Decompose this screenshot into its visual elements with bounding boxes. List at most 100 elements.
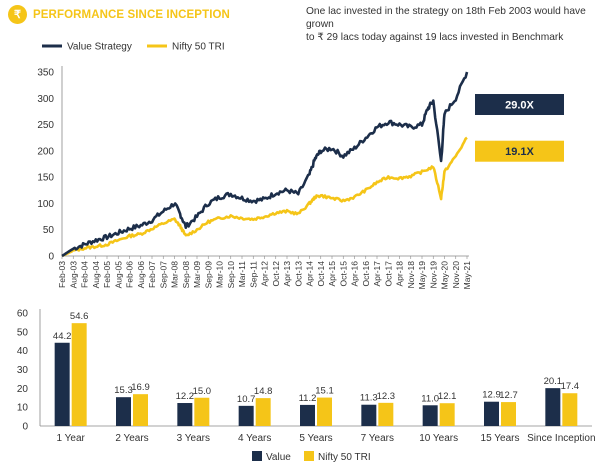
line-y-tick-label: 50 bbox=[43, 225, 55, 236]
line-x-tick-label: Sep-10 bbox=[226, 261, 236, 289]
bar-category-label: 15 Years bbox=[481, 433, 520, 444]
value-strategy-badge bbox=[475, 94, 564, 115]
line-x-tick-label: May-20 bbox=[440, 261, 450, 290]
legend-label-nifty: Nifty 50 TRI bbox=[318, 452, 371, 463]
line-x-tick-label: Apr-14 bbox=[305, 261, 315, 287]
bar-nifty bbox=[378, 402, 394, 426]
bar-nifty bbox=[194, 397, 210, 426]
line-x-tick-label: Apr-17 bbox=[372, 261, 382, 287]
bar-data-label: 12.7 bbox=[499, 390, 518, 401]
bar-value bbox=[300, 404, 315, 426]
bar-data-label: 20.1 bbox=[544, 376, 563, 387]
line-y-tick-label: 300 bbox=[37, 94, 54, 105]
bar-data-label: 17.4 bbox=[561, 381, 580, 392]
line-x-tick-label: Oct-17 bbox=[383, 261, 393, 287]
line-x-tick-label: Oct-16 bbox=[361, 261, 371, 287]
bar-value bbox=[54, 342, 70, 426]
bar-data-label: 12.2 bbox=[176, 391, 195, 402]
line-x-tick-label: Aug-04 bbox=[91, 261, 101, 289]
legend-label-nifty-50-tri: Nifty 50 TRI bbox=[172, 42, 225, 53]
series-line-nifty-50-tri bbox=[61, 136, 468, 258]
bar-data-label: 11.3 bbox=[360, 393, 378, 404]
bar-data-label: 15.3 bbox=[114, 385, 133, 396]
series-line-value-strategy bbox=[61, 71, 469, 258]
bar-nifty bbox=[133, 394, 148, 426]
line-y-tick-label: 150 bbox=[37, 173, 54, 184]
line-y-tick-label: 350 bbox=[37, 68, 54, 79]
line-x-tick-label: Apr-16 bbox=[350, 261, 360, 287]
bar-value bbox=[361, 404, 377, 426]
bar-value bbox=[545, 388, 561, 426]
value-strategy-badge-label: 29.0X bbox=[505, 100, 534, 112]
bar-category-label: 7 Years bbox=[361, 433, 394, 444]
bar-value bbox=[422, 405, 438, 426]
bar-value bbox=[238, 405, 254, 426]
bar-value bbox=[116, 397, 131, 426]
line-x-tick-label: Oct-12 bbox=[271, 261, 281, 287]
line-x-tick-label: Aug-06 bbox=[136, 261, 146, 289]
bar-data-label: 15.0 bbox=[193, 386, 212, 397]
bar-y-tick-label: 50 bbox=[17, 327, 29, 338]
line-x-tick-label: Feb-06 bbox=[125, 261, 135, 288]
line-x-tick-label: May-19 bbox=[417, 261, 427, 290]
bar-data-label: 44.2 bbox=[53, 331, 72, 342]
line-x-tick-label: Aug-03 bbox=[68, 261, 78, 289]
line-x-tick-label: Feb-05 bbox=[102, 261, 112, 288]
line-x-tick-label: Feb-04 bbox=[80, 261, 90, 288]
bar-data-label: 11.0 bbox=[421, 393, 439, 404]
line-x-tick-label: Oct-13 bbox=[293, 261, 303, 287]
bar-category-label: 1 Year bbox=[56, 433, 85, 444]
bar-y-tick-label: 10 bbox=[17, 403, 29, 414]
bar-data-label: 54.6 bbox=[70, 311, 89, 322]
bar-nifty bbox=[71, 323, 87, 426]
line-x-tick-label: Nov-19 bbox=[428, 261, 438, 289]
line-x-tick-label: Oct-14 bbox=[316, 261, 326, 287]
line-x-tick-label: Apr-12 bbox=[260, 261, 270, 287]
bar-value bbox=[177, 403, 193, 426]
line-x-tick-label: Sep-07 bbox=[158, 261, 168, 289]
bar-category-label: Since Inception bbox=[527, 433, 595, 444]
bar-y-tick-label: 40 bbox=[17, 346, 29, 357]
line-x-tick-label: Mar-10 bbox=[215, 261, 225, 288]
page-title: PERFORMANCE SINCE INCEPTION bbox=[33, 9, 230, 21]
bar-y-tick-label: 60 bbox=[17, 309, 29, 320]
bar-chart: 0 10 20 30 40 50 60 44.2 54.6 1 Year 15.316.9 2 Yea… bbox=[17, 309, 596, 464]
bar-y-tick-label: 0 bbox=[22, 422, 28, 433]
line-x-tick-label: Feb-03 bbox=[57, 261, 67, 288]
line-y-tick-label: 100 bbox=[37, 199, 54, 210]
bar-category-label: 5 Years bbox=[299, 433, 332, 444]
line-y-tick-label: 250 bbox=[37, 120, 54, 131]
bar-category-label: 10 Years bbox=[419, 433, 458, 444]
bar-data-label: 12.9 bbox=[482, 390, 501, 401]
line-x-tick-label: Nov-18 bbox=[406, 261, 416, 289]
bar-data-label: 15.1 bbox=[315, 386, 334, 397]
bar-data-label: 12.1 bbox=[438, 391, 457, 402]
bar-nifty bbox=[255, 398, 271, 426]
bar-data-label: 11.2 bbox=[299, 393, 317, 404]
line-x-tick-label: Feb-07 bbox=[147, 261, 157, 288]
nifty-badge-label: 19.1X bbox=[505, 146, 534, 158]
line-y-tick-label: 200 bbox=[37, 146, 54, 157]
line-x-tick-label: Nov-20 bbox=[451, 261, 461, 289]
line-x-tick-label: Sep-08 bbox=[181, 261, 191, 289]
legend-swatch-value bbox=[252, 451, 262, 461]
line-x-tick-label: Mar-08 bbox=[170, 261, 180, 288]
line-x-tick-label: Apr-18 bbox=[395, 261, 405, 287]
bar-data-label: 10.7 bbox=[237, 394, 256, 405]
bar-nifty bbox=[317, 397, 332, 426]
line-x-tick-label: Sep-09 bbox=[203, 261, 213, 289]
bar-value bbox=[484, 401, 499, 426]
rupee-coin-icon: ₹ bbox=[8, 5, 27, 24]
line-x-tick-label: Mar-11 bbox=[237, 261, 247, 288]
bar-category-label: 2 Years bbox=[115, 433, 148, 444]
bar-data-label: 16.9 bbox=[131, 382, 150, 393]
bar-nifty bbox=[501, 402, 516, 426]
line-x-tick-label: Apr-15 bbox=[327, 261, 337, 287]
line-y-tick-label: 0 bbox=[48, 252, 54, 263]
bar-category-label: 3 Years bbox=[177, 433, 210, 444]
bar-nifty bbox=[562, 393, 578, 426]
bar-nifty bbox=[439, 403, 455, 426]
line-x-tick-label: Apr-13 bbox=[282, 261, 292, 287]
